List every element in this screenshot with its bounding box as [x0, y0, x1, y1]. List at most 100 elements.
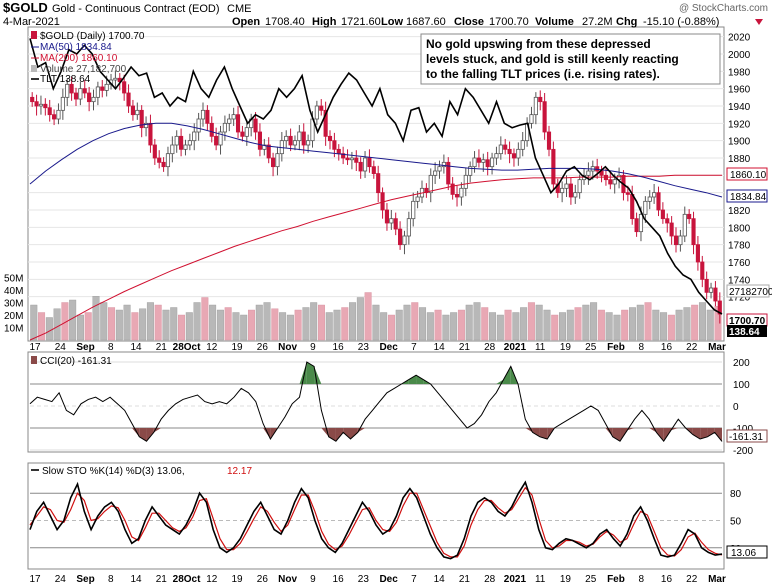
candle-body — [301, 131, 306, 146]
candle-body — [660, 209, 665, 220]
candle-body — [713, 287, 718, 302]
price-y-tick: 2000 — [728, 50, 751, 61]
svg-text:1860.10: 1860.10 — [730, 170, 767, 181]
instrument-name: Gold - Continuous Contract (EOD) — [52, 3, 220, 15]
cci-negative-fill — [343, 428, 351, 439]
candle-body — [538, 96, 543, 103]
candle-body — [227, 118, 232, 124]
candle-body — [560, 187, 565, 194]
volume-y-tick: 20M — [4, 311, 23, 322]
candle-body — [135, 109, 140, 116]
sto-x-tick: Sep — [76, 574, 94, 585]
candle-body — [30, 96, 35, 103]
candle-body — [231, 114, 236, 120]
candle-body — [319, 105, 324, 111]
candle-body — [240, 131, 245, 137]
cci-legend: CCI(20) -161.31 — [31, 356, 112, 367]
candle-body — [630, 193, 635, 220]
candle-body — [485, 159, 490, 168]
volume-bar — [279, 312, 287, 341]
candle-body — [205, 109, 210, 124]
candle-body — [551, 148, 556, 185]
volume-bar — [566, 309, 574, 341]
sto-y-tick: 80 — [730, 489, 742, 500]
price-y-tick: 1900 — [728, 137, 751, 148]
price-legend: $GOLD (Daily) 1700.70 MA(50) 1834.84 MA(… — [31, 31, 145, 85]
price-x-tick: 12 — [206, 342, 218, 353]
price-x-tick: 9 — [310, 342, 316, 353]
annotation-box: No gold upswing from these depressed lev… — [420, 33, 721, 85]
tlt-tag: 138.64 — [727, 325, 767, 338]
candle-body — [516, 148, 521, 159]
volume-bar — [535, 304, 543, 341]
candle-body — [511, 153, 517, 159]
volume-bar — [364, 292, 372, 341]
price-candles — [30, 70, 722, 324]
volume-bar — [45, 317, 53, 341]
candle-body — [695, 244, 700, 263]
volume-bar — [294, 309, 302, 341]
price-y-tick: 1880 — [728, 154, 751, 165]
volume-bar — [84, 312, 92, 341]
candle-body — [669, 222, 674, 237]
volume-y-tick: 30M — [4, 299, 23, 310]
price-x-tick: Sep — [76, 342, 94, 353]
volume-y-tick: 50M — [4, 274, 23, 285]
price-y-tick: 1820 — [728, 206, 751, 217]
volume-bar — [551, 314, 559, 341]
candle-body — [345, 157, 350, 161]
candle-body — [520, 140, 525, 150]
sto-label-d: 12.17 — [227, 466, 252, 477]
candle-body — [406, 218, 411, 237]
cci-positive-fill — [510, 366, 519, 384]
cci-y-tick: -200 — [733, 446, 753, 457]
candle-body — [546, 131, 552, 150]
annotation-line-3: to the falling TLT prices (i.e. rising r… — [426, 67, 660, 81]
sto-x-tick: 9 — [310, 574, 316, 585]
candle-body — [652, 192, 657, 198]
sto-x-tick: 17 — [29, 574, 41, 585]
volume-bar — [216, 309, 224, 341]
price-y-tick: 1740 — [728, 275, 751, 286]
candle-body — [209, 122, 214, 137]
volume-bar — [76, 314, 84, 341]
cci-negative-fill — [612, 428, 621, 442]
candle-body — [682, 213, 687, 237]
volume-bar — [224, 307, 232, 341]
price-x-tick: Dec — [379, 342, 398, 353]
candle-body — [577, 179, 582, 194]
volume-bar — [706, 309, 714, 341]
candle-body — [481, 159, 486, 163]
candle-body — [336, 148, 341, 155]
volume-bar — [582, 304, 590, 341]
sto-x-tick: 19 — [560, 574, 572, 585]
cci-negative-fill — [627, 428, 635, 431]
exchange-label: CME — [227, 3, 251, 15]
cci-positive-fill — [299, 362, 307, 384]
sto-y-axis: 805020 — [730, 489, 742, 555]
price-x-tick: 24 — [55, 342, 67, 353]
candle-body — [384, 209, 390, 224]
ma50-line — [29, 122, 723, 198]
price-x-tick: 11 — [535, 342, 546, 353]
candle-body — [56, 109, 61, 120]
chg-value: -15.10 (-0.88%) — [643, 16, 719, 28]
volume-y-tick: 40M — [4, 286, 23, 297]
candle-body — [476, 157, 481, 163]
price-x-tick: 19 — [560, 342, 572, 353]
price-y-tick: 1720 — [728, 293, 751, 304]
sto-x-tick: 14 — [130, 574, 142, 585]
candle-body — [38, 103, 44, 107]
cci-tag: -161.31 — [726, 429, 768, 443]
svg-text:1834.84: 1834.84 — [730, 192, 767, 203]
sto-x-tick: 8 — [638, 574, 644, 585]
candle-body — [47, 107, 52, 116]
ma50-tag: 1834.84 — [726, 189, 768, 203]
volume-bar — [698, 302, 706, 341]
volume-label: Volume — [535, 16, 574, 28]
price-x-tick: 8 — [638, 342, 644, 353]
candle-body — [179, 135, 184, 150]
candle-body — [608, 179, 613, 185]
candle-body — [139, 109, 144, 129]
candle-body — [573, 192, 578, 198]
